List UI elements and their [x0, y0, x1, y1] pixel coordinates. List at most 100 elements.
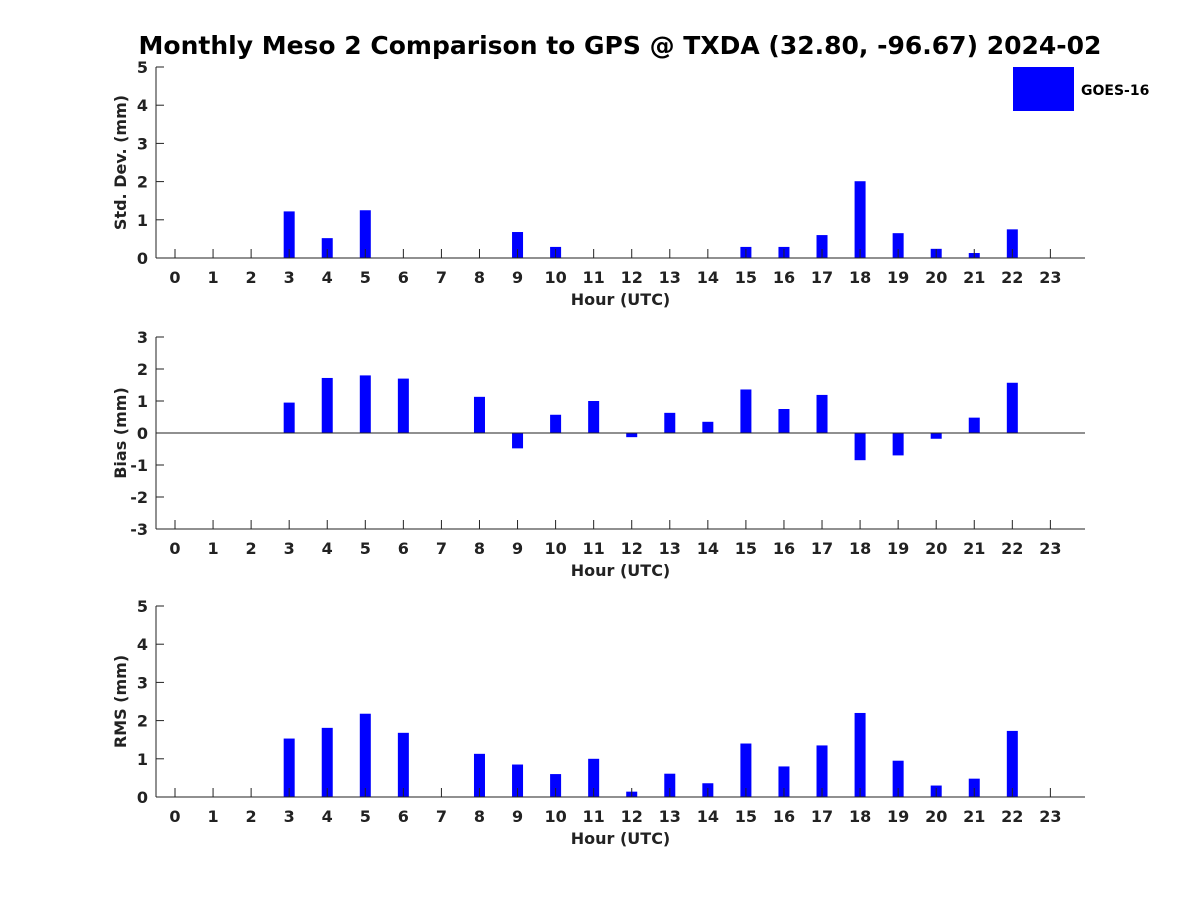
rms-bar-21 [968, 778, 980, 797]
rms-x-tick-label: 20 [925, 807, 947, 826]
bias-bar-6 [397, 378, 409, 433]
rms-x-tick-label: 5 [360, 807, 371, 826]
bias-bar-14 [702, 421, 714, 433]
std-dev-x-tick-label: 12 [621, 268, 643, 287]
rms-bar-8 [473, 753, 485, 797]
rms-bar-19 [892, 760, 904, 797]
std-dev-y-tick-label: 1 [137, 211, 148, 230]
bias-x-tick-label: 8 [474, 539, 485, 558]
rms-bar-9 [512, 764, 524, 797]
std-dev-x-tick-label: 17 [811, 268, 833, 287]
rms-x-tick-label: 16 [773, 807, 795, 826]
std-dev-bar-19 [892, 233, 904, 258]
bias-x-tick-label: 22 [1001, 539, 1023, 558]
rms-x-tick-label: 15 [735, 807, 757, 826]
rms-bar-16 [778, 766, 790, 797]
bias-bar-22 [1006, 382, 1018, 433]
std-dev-x-axis-label: Hour (UTC) [571, 290, 671, 309]
std-dev-x-tick-label: 11 [583, 268, 605, 287]
rms-x-tick-label: 4 [322, 807, 333, 826]
rms-bar-13 [664, 773, 676, 797]
rms-bar-10 [550, 774, 562, 797]
bias-bar-5 [359, 375, 371, 433]
std-dev-x-tick-label: 15 [735, 268, 757, 287]
std-dev-bar-4 [321, 238, 333, 258]
std-dev-y-tick-label: 3 [137, 134, 148, 153]
std-dev-x-tick-label: 7 [436, 268, 447, 287]
std-dev-x-tick-label: 20 [925, 268, 947, 287]
std-dev-x-tick-label: 0 [169, 268, 180, 287]
bias-bar-3 [283, 402, 295, 433]
bias-x-tick-label: 16 [773, 539, 795, 558]
bias-x-tick-label: 21 [963, 539, 985, 558]
std-dev-x-tick-label: 22 [1001, 268, 1023, 287]
rms-y-tick-label: 5 [137, 597, 148, 616]
bias-bar-15 [740, 389, 752, 433]
bias-x-tick-label: 6 [398, 539, 409, 558]
bias-y-tick-label: -3 [130, 520, 148, 539]
std-dev-y-tick-label: 4 [137, 96, 148, 115]
bias-bar-16 [778, 409, 790, 433]
rms-bar-5 [359, 713, 371, 797]
std-dev-x-tick-label: 16 [773, 268, 795, 287]
bias-x-tick-label: 2 [246, 539, 257, 558]
std-dev-bar-5 [359, 210, 371, 258]
rms-x-tick-label: 0 [169, 807, 180, 826]
legend-label: GOES-16 [1081, 83, 1149, 99]
rms-x-axis-label: Hour (UTC) [571, 829, 671, 848]
bias-bar-12 [626, 433, 638, 438]
rms-x-tick-label: 10 [544, 807, 566, 826]
rms-x-tick-label: 1 [207, 807, 218, 826]
bias-x-tick-label: 14 [697, 539, 719, 558]
bias-y-axis-label: Bias (mm) [111, 387, 130, 479]
bias-bar-4 [321, 377, 333, 433]
bias-y-tick-label: 2 [137, 360, 148, 379]
std-dev-x-tick-label: 9 [512, 268, 523, 287]
bias-y-tick-label: 1 [137, 392, 148, 411]
rms-x-tick-label: 19 [887, 807, 909, 826]
std-dev-x-tick-label: 4 [322, 268, 333, 287]
std-dev-x-tick-label: 3 [284, 268, 295, 287]
rms-y-axis-label: RMS (mm) [111, 655, 130, 748]
std-dev-bar-9 [512, 232, 524, 258]
rms-x-tick-label: 23 [1039, 807, 1061, 826]
bias-bar-21 [968, 417, 980, 433]
bias-x-tick-label: 9 [512, 539, 523, 558]
bias-x-tick-label: 19 [887, 539, 909, 558]
std-dev-x-tick-label: 6 [398, 268, 409, 287]
rms-x-tick-label: 13 [659, 807, 681, 826]
rms-x-tick-label: 18 [849, 807, 871, 826]
std-dev-x-tick-label: 2 [246, 268, 257, 287]
rms-y-tick-label: 3 [137, 673, 148, 692]
rms-x-tick-label: 2 [246, 807, 257, 826]
bias-x-axis-label: Hour (UTC) [571, 561, 671, 580]
rms-bar-3 [283, 738, 295, 797]
bias-y-tick-label: -2 [130, 488, 148, 507]
bias-y-tick-label: -1 [130, 456, 148, 475]
bias-bars [283, 375, 1018, 461]
rms-bars [283, 712, 1018, 797]
rms-x-tick-label: 14 [697, 807, 719, 826]
rms-bar-11 [588, 758, 600, 797]
std-dev-x-tick-label: 23 [1039, 268, 1061, 287]
bias-x-tick-label: 17 [811, 539, 833, 558]
std-dev-bars [283, 181, 1018, 258]
bias-x-tick-label: 4 [322, 539, 333, 558]
bias-x-tick-label: 18 [849, 539, 871, 558]
bias-bar-8 [473, 396, 485, 433]
bias-x-tick-label: 15 [735, 539, 757, 558]
rms-x-tick-label: 17 [811, 807, 833, 826]
bias-bar-19 [892, 433, 904, 456]
std-dev-x-tick-label: 18 [849, 268, 871, 287]
std-dev-bar-18 [854, 181, 866, 258]
std-dev-x-tick-label: 14 [697, 268, 719, 287]
bias-x-tick-label: 7 [436, 539, 447, 558]
bias-bar-13 [664, 412, 676, 433]
legend-swatch [1013, 67, 1074, 111]
bias-x-tick-label: 12 [621, 539, 643, 558]
std-dev-y-axis-label: Std. Dev. (mm) [111, 95, 130, 230]
